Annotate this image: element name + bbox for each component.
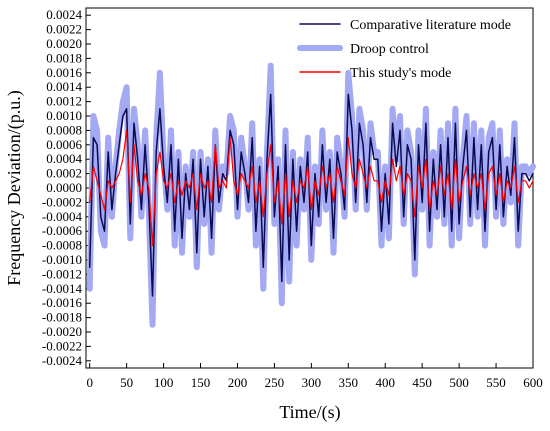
y-tick-label: -0.0012 [42, 266, 82, 281]
x-tick-label: 450 [412, 375, 432, 390]
y-tick-label: -0.0014 [42, 281, 83, 296]
x-tick-label: 200 [228, 375, 248, 390]
series-lines [86, 62, 536, 328]
y-tick-label: -0.0018 [42, 310, 82, 325]
y-tick-label: 0.0004 [46, 151, 82, 166]
x-tick-label: 550 [486, 375, 506, 390]
x-tick-label: 50 [120, 375, 133, 390]
y-tick-label: 0.0020 [46, 36, 82, 51]
y-axis: -0.0024-0.0022-0.0020-0.0018-0.0016-0.00… [42, 7, 91, 368]
y-axis-title: Frequency Deviation/(p.u.) [4, 90, 25, 285]
y-tick-label: -0.0024 [42, 353, 83, 368]
y-tick-label: 0.0008 [46, 122, 82, 137]
x-tick-label: 0 [86, 375, 93, 390]
y-tick-label: -0.0020 [42, 324, 82, 339]
legend: Comparative literature mode Droop control… [297, 18, 511, 81]
y-tick-label: 0.0006 [46, 137, 82, 152]
x-tick-label: 100 [154, 375, 174, 390]
y-tick-label: 0.0000 [46, 180, 82, 195]
x-tick-label: 600 [523, 375, 543, 390]
x-tick-label: 300 [302, 375, 322, 390]
y-tick-label: 0.0014 [46, 79, 82, 94]
legend-label-2: This study's mode [350, 66, 451, 81]
y-tick-label: -0.0016 [42, 295, 83, 310]
y-tick-label: -0.0002 [42, 194, 82, 209]
y-tick-label: -0.0010 [42, 252, 82, 267]
x-tick-label: 150 [191, 375, 211, 390]
x-tick-label: 250 [265, 375, 285, 390]
x-tick-label: 400 [375, 375, 395, 390]
series-line-1 [86, 62, 536, 328]
y-tick-label: 0.0002 [46, 166, 82, 181]
y-tick-label: -0.0022 [42, 338, 82, 353]
y-tick-label: 0.0016 [46, 65, 82, 80]
y-tick-label: 0.0024 [46, 7, 82, 22]
x-axis-title: Time/(s) [279, 402, 340, 423]
x-tick-label: 500 [449, 375, 469, 390]
x-axis: 0 50 100 150 200 250 300 350 400 450 500 550 600 [86, 363, 543, 390]
y-tick-label: 0.0022 [46, 22, 82, 37]
legend-label-0: Comparative literature mode [350, 18, 511, 33]
y-tick-label: 0.0012 [46, 94, 82, 109]
y-tick-label: -0.0004 [42, 209, 83, 224]
y-tick-label: 0.0010 [46, 108, 82, 123]
y-tick-label: 0.0018 [46, 50, 82, 65]
series-line-0 [88, 93, 534, 297]
series-line-2 [89, 129, 534, 247]
x-tick-label: 350 [339, 375, 359, 390]
y-tick-label: -0.0006 [42, 223, 83, 238]
y-tick-label: -0.0008 [42, 238, 82, 253]
legend-label-1: Droop control [350, 42, 429, 57]
